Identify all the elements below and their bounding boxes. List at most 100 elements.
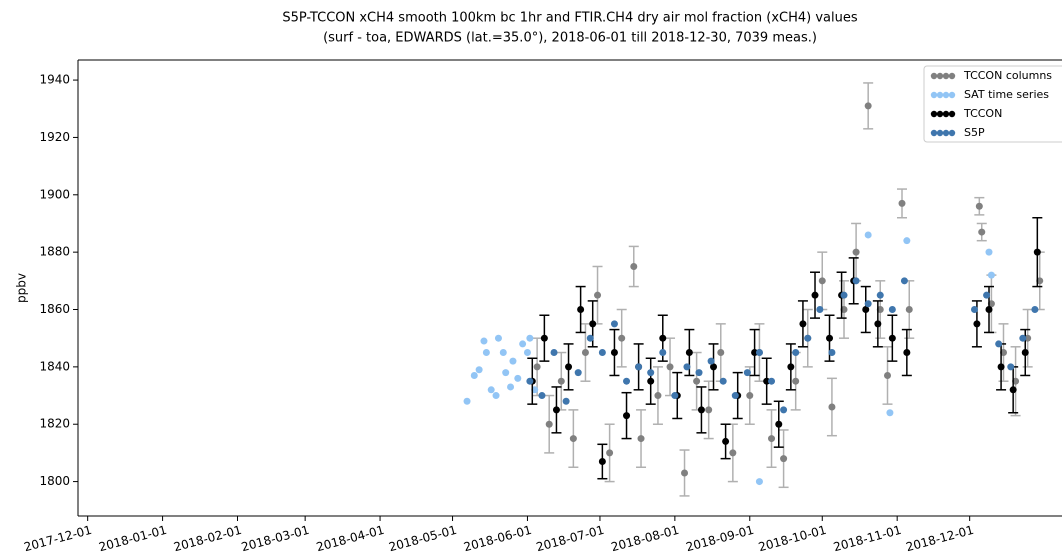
point [1031,306,1039,314]
point [470,371,478,379]
point [523,349,531,357]
y-tick-label: 1880 [39,245,70,259]
point [792,349,800,357]
point [574,369,582,377]
point [630,262,638,270]
point [695,369,703,377]
point [729,449,737,457]
x-tick-label: 2018-04-01 [315,523,386,555]
point [480,337,488,345]
point [746,392,754,400]
x-tick-label: 2018-06-01 [462,523,533,555]
legend-marker [948,129,956,137]
plot-area [463,82,1045,497]
point [581,349,589,357]
y-tick-label: 1940 [39,73,70,87]
point [900,277,908,285]
point [804,334,812,342]
point [884,371,892,379]
legend-marker [936,110,944,118]
y-axis-label: ppbv [15,273,29,303]
point [840,291,848,299]
point [606,449,614,457]
legend-marker [942,72,950,80]
point [864,102,872,110]
legend-label: S5P [964,126,985,139]
point [514,374,522,382]
legend-marker [936,72,944,80]
legend-label: SAT time series [964,88,1049,101]
point [647,377,655,385]
legend-marker [948,72,956,80]
point [787,363,795,371]
x-tick-label: 2018-07-01 [535,523,606,555]
point [666,363,674,371]
point [775,420,783,428]
point [717,349,725,357]
x-tick-label: 2018-12-01 [904,523,975,555]
point [874,320,882,328]
point [482,349,490,357]
point [487,386,495,394]
point [637,435,645,443]
point [589,320,597,328]
point [540,334,548,342]
point [598,458,606,466]
point [997,363,1005,371]
x-tick-label: 2017-12-01 [22,523,93,555]
point [768,435,776,443]
point [751,349,759,357]
point [526,334,534,342]
point [526,377,534,385]
point [743,369,751,377]
point [494,334,502,342]
point [763,377,771,385]
legend-marker [942,129,950,137]
point [864,231,872,239]
legend-marker [948,91,956,99]
point [618,334,626,342]
point [811,291,819,299]
point [970,306,978,314]
point [755,478,763,486]
point [862,306,870,314]
point [598,349,606,357]
point [985,248,993,256]
legend-marker [942,91,950,99]
point [685,349,693,357]
point [731,392,739,400]
point [792,377,800,385]
point [538,392,546,400]
point [1019,334,1027,342]
point [799,320,807,328]
point [975,202,983,210]
point [987,271,995,279]
point [671,392,679,400]
point [557,377,565,385]
point [654,392,662,400]
x-tick-label: 2018-03-01 [240,523,311,555]
point [780,455,788,463]
legend-marker [942,110,950,118]
point [533,363,541,371]
legend-marker [936,129,944,137]
point [828,349,836,357]
point [1033,248,1041,256]
point [569,435,577,443]
point [755,349,763,357]
point [492,392,500,400]
legend-marker [936,91,944,99]
point [594,291,602,299]
point [623,412,631,420]
point [818,277,826,285]
point [852,248,860,256]
point [565,363,573,371]
point [586,334,594,342]
point [828,403,836,411]
legend-label: TCCON [963,107,1002,120]
point [659,349,667,357]
point [519,340,527,348]
x-tick-label: 2018-09-01 [684,523,755,555]
point [816,306,824,314]
